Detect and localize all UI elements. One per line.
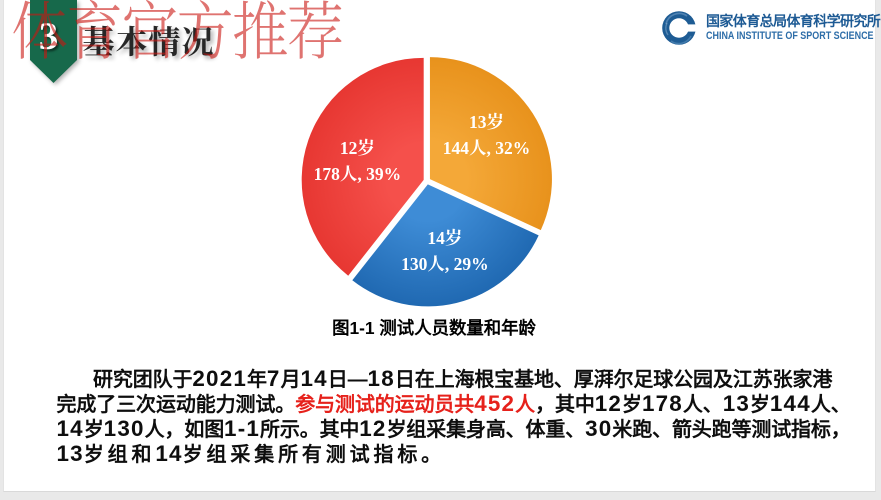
body-paragraph: 研究团队于2021年7月14日—18日在上海根宝基地、厚湃尔足球公园及江苏张家港… [56,366,857,468]
pie-slice-14岁 [352,184,539,307]
slide: 3 基本情况 国家体育总局体育科学研究所 CHINA INSTITUTE OF … [3,0,881,492]
section-number: 3 [38,15,59,58]
paragraph-text: ，其中12岁178人、13岁144人、 [535,391,851,416]
paragraph-line-3: 14岁130人，如图1-1所示。其中12岁组采集身高、体重、30米跑、箭头跑等测… [56,416,857,443]
chart-caption: 图1-1 测试人员数量和年龄 [332,318,536,338]
paragraph-text: 14岁130人，如图1-1所示。其中12岁组采集身高、体重、30米跑、箭头跑等测… [56,416,851,441]
pie-slice-label: 14岁 130人, 29% [401,228,489,275]
section-badge: 3 [29,0,77,83]
page-title: 基本情况 [82,24,215,60]
pie-slice-label: 12岁 178人, 39% [313,138,402,185]
watermark-text: 体育官方推荐 [11,0,344,69]
pie-chart-svg [301,57,552,307]
org-logo: 国家体育总局体育科学研究所 CHINA INSTITUTE OF SPORT S… [661,9,881,49]
org-name-en: CHINA INSTITUTE OF SPORT SCIENCE [706,29,874,42]
paragraph-line-4: 13岁组和14岁组采集所有测试指标。 [56,441,857,468]
org-name-cn: 国家体育总局体育科学研究所 [706,13,881,29]
pennant-shape [29,0,77,83]
org-logo-icon [662,11,697,45]
paragraph-line-1: 研究团队于2021年7月14日—18日在上海根宝基地、厚湃尔足球公园及江苏张家港 [57,366,857,393]
paragraph-text: 研究团队于2021年7月14日—18日在上海根宝基地、厚湃尔足球公园及江苏张家港 [93,366,833,391]
pie-slice-13岁 [429,57,552,231]
pie-slice-label: 13岁 144人, 32% [442,112,531,159]
pie-slice-12岁 [301,57,424,276]
paragraph-text: 完成了三次运动能力测试。 [56,394,296,416]
paragraph-text: 13岁组和14岁组采集所有测试指标。 [56,441,446,466]
paragraph-line-2: 完成了三次运动能力测试。参与测试的运动员共452人，其中12岁178人、13岁1… [56,391,857,418]
highlighted-text: 参与测试的运动员共452人 [295,391,536,416]
